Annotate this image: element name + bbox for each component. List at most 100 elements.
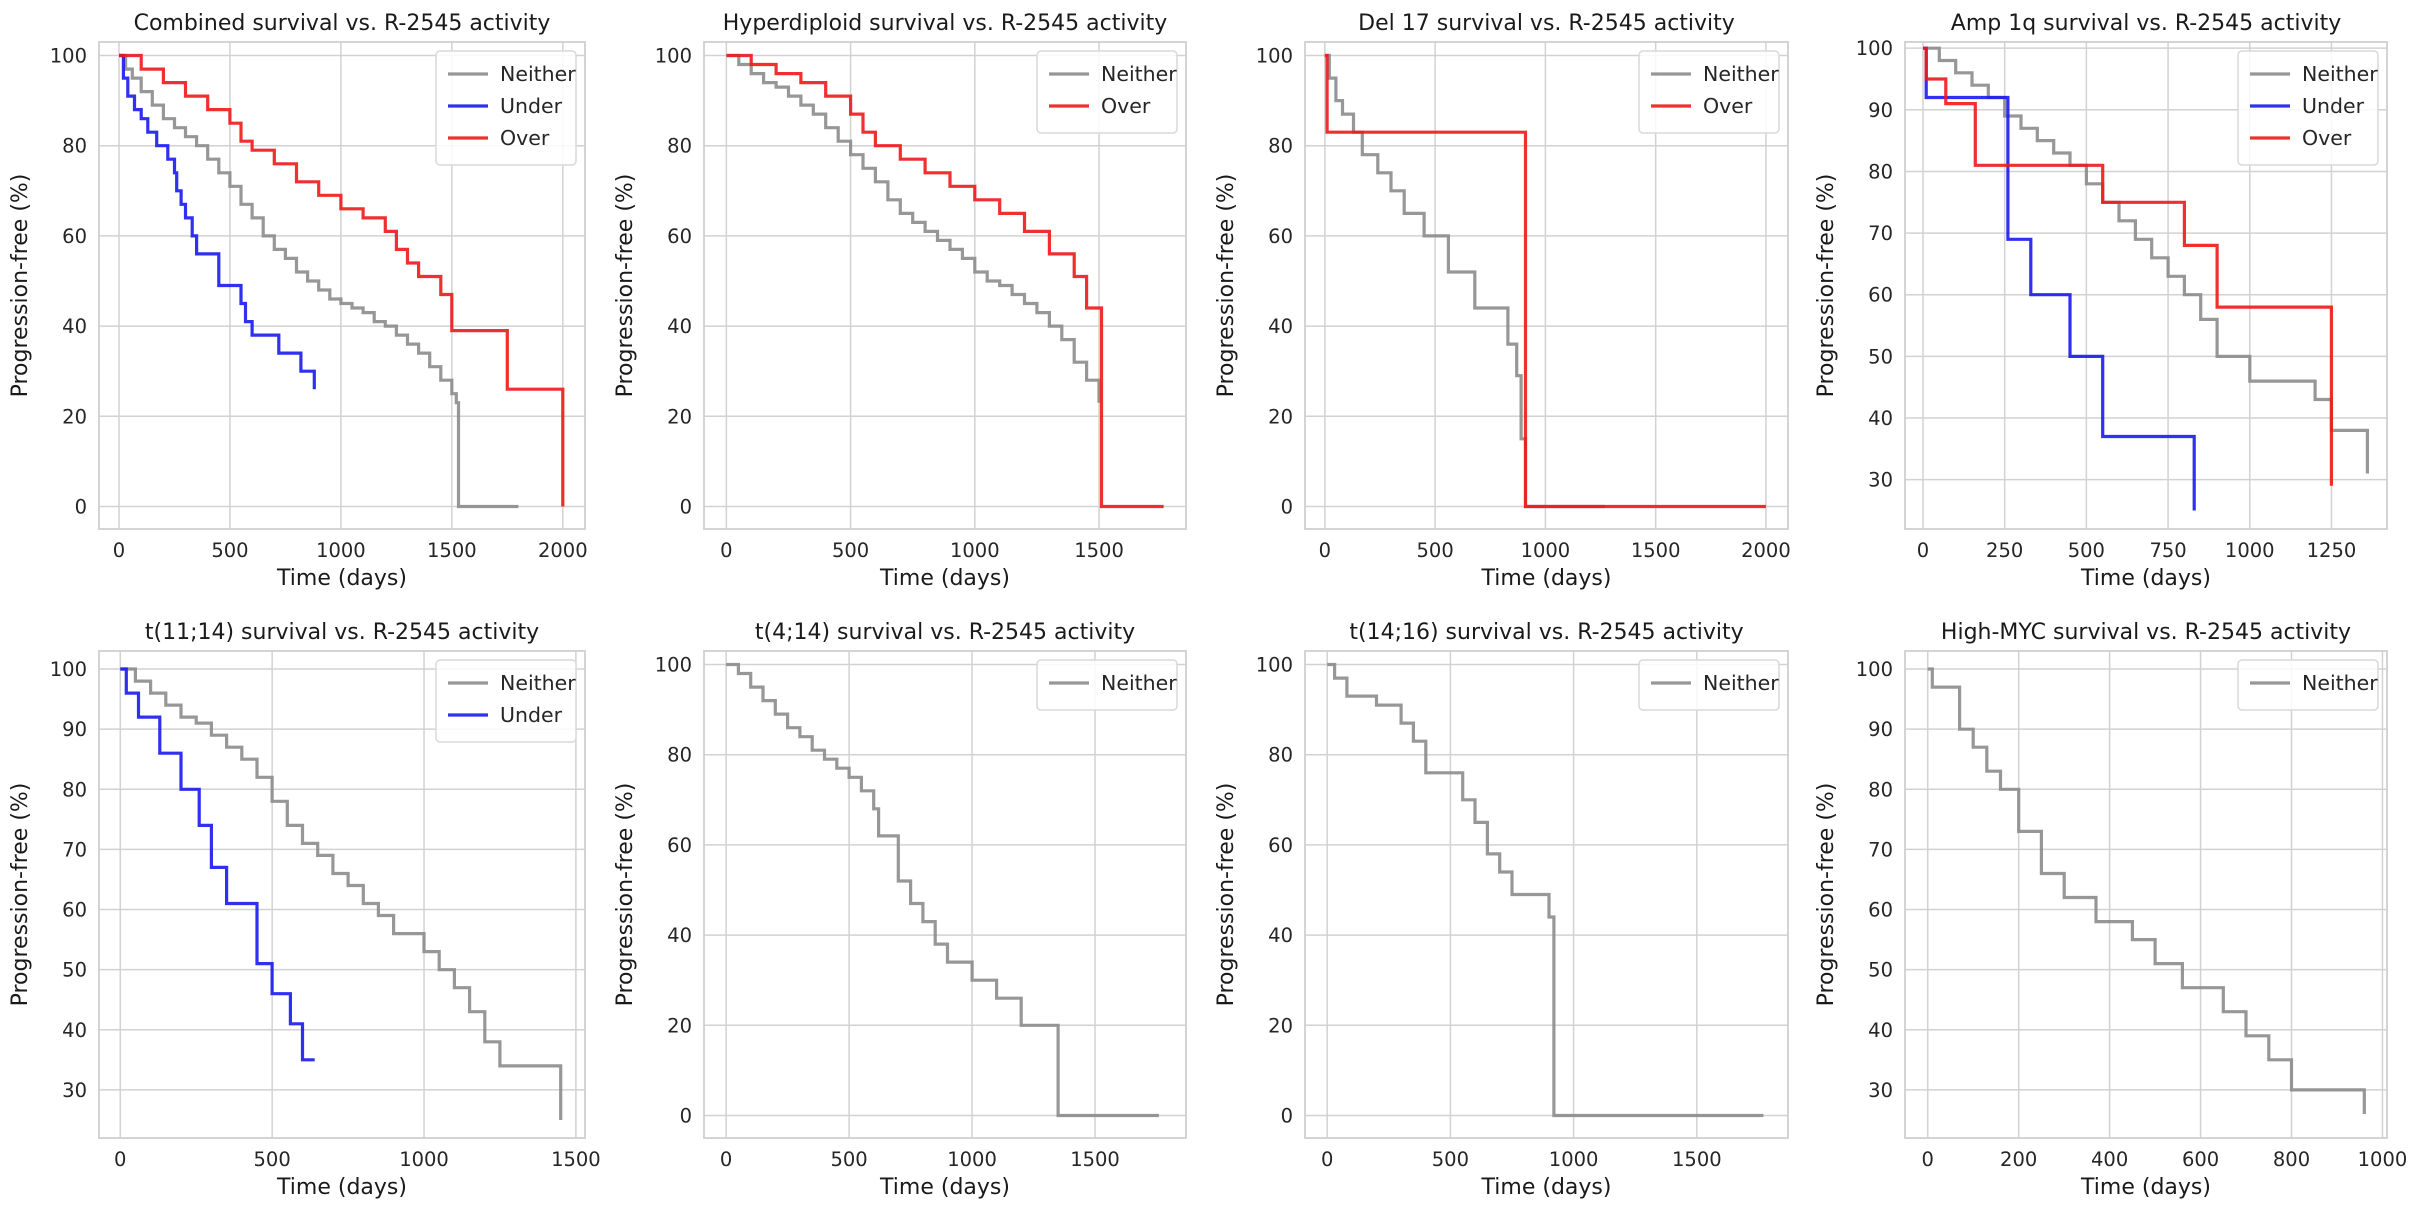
chart-title: t(11;14) survival vs. R-2545 activity	[145, 620, 539, 645]
y-tick-label: 80	[62, 135, 87, 158]
chart-panel-7: 0 500 1000 1500 0 20 40 60 80 100 t(14;16) surviva…	[1214, 620, 1789, 1200]
plot-area	[1905, 651, 2387, 1138]
chart-panel-5: 0 500 1000 1500 30 40 50 60 70 80 90 100 t(11;14) su…	[8, 620, 601, 1200]
y-tick-label: 40	[62, 315, 87, 338]
legend-label: Neither	[500, 62, 576, 86]
y-tick-label: 50	[62, 959, 87, 982]
plot-frame	[98, 650, 586, 1139]
y-tick-label: 20	[62, 405, 87, 428]
legend-label: Neither	[500, 671, 576, 695]
y-tick-label: 80	[1268, 744, 1293, 767]
y-tick-label: 60	[62, 899, 87, 922]
x-tick-label: 0	[720, 1148, 732, 1171]
legend-label: Neither	[1703, 671, 1779, 695]
x-axis-label: Time (days)	[2080, 566, 2211, 591]
y-tick-label: 40	[667, 315, 692, 338]
y-tick-label: 60	[1268, 834, 1293, 857]
y-tick-label: 100	[1256, 654, 1293, 677]
legend-label: Under	[500, 703, 563, 727]
x-tick-label: 750	[2149, 539, 2186, 562]
legend-box	[1638, 50, 1780, 134]
legend-label: Neither	[1703, 62, 1779, 86]
y-tick-label: 50	[1868, 959, 1893, 982]
y-axis-label: Progression-free (%)	[1214, 783, 1239, 1007]
plot-frame	[1304, 650, 1789, 1139]
y-tick-label: 0	[680, 1104, 692, 1127]
legend-label: Over	[1101, 94, 1151, 118]
y-tick-label: 40	[1268, 315, 1293, 338]
legend-label: Neither	[1101, 62, 1177, 86]
x-tick-label: 0	[1321, 1148, 1333, 1171]
x-tick-label: 500	[211, 539, 248, 562]
legend-label: Over	[1703, 94, 1753, 118]
y-tick-label: 70	[1868, 838, 1893, 861]
x-axis-label: Time (days)	[276, 1175, 407, 1200]
x-tick-label: 0	[1319, 539, 1331, 562]
y-tick-label: 60	[62, 225, 87, 248]
chart-title: Hyperdiploid survival vs. R-2545 activit…	[723, 11, 1167, 36]
legend-box	[2237, 659, 2379, 711]
plot-frame	[1904, 650, 2388, 1139]
series-line-under	[119, 53, 316, 390]
y-tick-label: 80	[62, 778, 87, 801]
series-line-neither	[1927, 667, 2366, 1114]
x-tick-label: 0	[114, 1148, 126, 1171]
x-tick-label: 200	[2000, 1148, 2037, 1171]
series-line-neither	[1324, 53, 1605, 509]
x-tick-label: 500	[832, 539, 869, 562]
x-tick-label: 1000	[2225, 539, 2275, 562]
series-line-over	[1923, 46, 2333, 486]
plot-frame	[703, 650, 1187, 1139]
plot-area	[704, 651, 1186, 1138]
legend-box	[1036, 659, 1178, 711]
y-axis-label: Progression-free (%)	[8, 783, 33, 1007]
series-line-neither	[726, 662, 1159, 1118]
y-tick-label: 60	[1868, 899, 1893, 922]
chart-title: Del 17 survival vs. R-2545 activity	[1358, 11, 1735, 36]
y-tick-label: 40	[1868, 407, 1893, 430]
y-tick-label: 90	[1868, 718, 1893, 741]
x-tick-label: 1000	[316, 539, 366, 562]
y-tick-label: 40	[667, 924, 692, 947]
x-tick-label: 2000	[1741, 539, 1791, 562]
y-tick-label: 20	[1268, 405, 1293, 428]
x-tick-label: 500	[254, 1148, 291, 1171]
x-tick-label: 0	[720, 539, 732, 562]
chart-title: Amp 1q survival vs. R-2545 activity	[1951, 11, 2341, 36]
plot-frame	[703, 41, 1187, 530]
legend-box	[1036, 50, 1178, 134]
chart-panel-6: 0 500 1000 1500 0 20 40 60 80 100 t(4;14) survival…	[613, 620, 1187, 1200]
x-tick-label: 1000	[399, 1148, 449, 1171]
y-tick-label: 80	[667, 744, 692, 767]
x-tick-label: 500	[1432, 1148, 1469, 1171]
x-tick-label: 250	[1986, 539, 2023, 562]
series-line-under	[1923, 46, 2196, 511]
legend-label: Under	[500, 94, 563, 118]
chart-panel-1: 0 500 1000 1500 2000 0 20 40 60 80 100 Combined sur…	[8, 11, 588, 591]
plot-frame	[98, 41, 586, 530]
x-tick-label: 1000	[2358, 1148, 2408, 1171]
chart-title: Combined survival vs. R-2545 activity	[134, 11, 551, 36]
y-tick-label: 100	[655, 654, 692, 677]
legend-label: Neither	[2302, 671, 2378, 695]
y-tick-label: 80	[1868, 778, 1893, 801]
x-tick-label: 1250	[2307, 539, 2357, 562]
x-tick-label: 1500	[1070, 1148, 1120, 1171]
x-tick-label: 800	[2273, 1148, 2310, 1171]
x-tick-label: 500	[2068, 539, 2105, 562]
chart-panel-8: 0 200 400 600 800 1000 30 40 50 60 70 80 90 100 High-M…	[1814, 620, 2407, 1200]
legend-label: Neither	[2302, 62, 2378, 86]
y-tick-label: 20	[667, 405, 692, 428]
legend-label: Over	[500, 126, 550, 150]
x-tick-label: 0	[1922, 1148, 1934, 1171]
y-axis-label: Progression-free (%)	[613, 174, 638, 398]
x-tick-label: 0	[1917, 539, 1929, 562]
legend-label: Under	[2302, 94, 2365, 118]
y-tick-label: 100	[1856, 658, 1893, 681]
y-tick-label: 70	[1868, 222, 1893, 245]
x-tick-label: 1000	[1521, 539, 1571, 562]
series-line-over	[1324, 53, 1766, 509]
y-tick-label: 100	[1256, 45, 1293, 68]
legend-label: Over	[2302, 126, 2352, 150]
y-tick-label: 30	[62, 1079, 87, 1102]
